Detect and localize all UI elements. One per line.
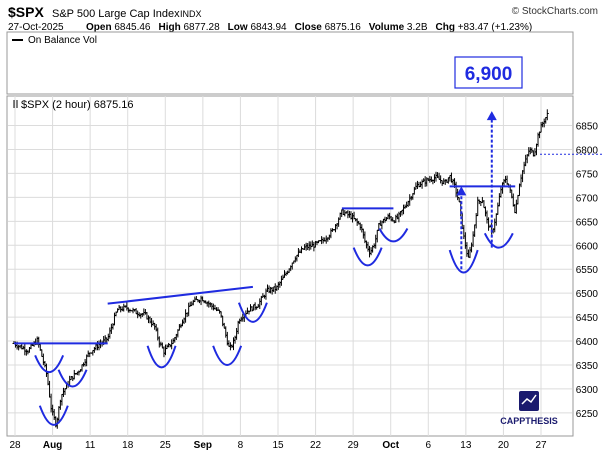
x-tick-label: 29 bbox=[348, 440, 360, 451]
bowl-annotation bbox=[146, 345, 177, 369]
y-tick-label: 6500 bbox=[576, 289, 599, 300]
bowl-annotation bbox=[34, 355, 65, 374]
y-tick-label: 6750 bbox=[576, 169, 599, 180]
y-tick-label: 6450 bbox=[576, 313, 599, 324]
cappthesis-logo: CAPPTHESIS bbox=[500, 391, 558, 426]
watermark: © StockCharts.com bbox=[512, 6, 598, 17]
x-tick-label: 20 bbox=[498, 440, 510, 451]
x-tick-label: Sep bbox=[194, 440, 212, 451]
quote-item: Volume 3.2B bbox=[369, 22, 428, 33]
x-tick-label: 11 bbox=[85, 440, 96, 451]
quote-row: Open 6845.46 High 6877.28 Low 6843.94 Close… bbox=[86, 22, 532, 33]
price-bar bbox=[545, 109, 549, 121]
y-tick-label: 6850 bbox=[576, 122, 599, 133]
bowl-annotation bbox=[378, 228, 409, 243]
grid bbox=[8, 96, 572, 436]
y-tick-label: 6700 bbox=[576, 193, 599, 204]
target-label: 6,900 bbox=[465, 64, 513, 85]
obv-legend: On Balance Vol bbox=[28, 35, 97, 46]
y-tick-label: 6650 bbox=[576, 217, 599, 228]
target-box bbox=[454, 56, 523, 89]
bowl-annotation bbox=[237, 302, 268, 323]
target-arrow-head bbox=[456, 186, 467, 196]
target-arrow-head bbox=[486, 111, 497, 121]
x-tick-label: Oct bbox=[382, 440, 399, 451]
price-legend-text: $SPX (2 hour) 6875.16 bbox=[21, 99, 134, 111]
bowl-annotation bbox=[448, 249, 479, 274]
y-tick-label: 6250 bbox=[576, 409, 599, 420]
x-tick-label: 27 bbox=[535, 440, 547, 451]
bowl-annotation bbox=[483, 232, 514, 249]
bowl-annotation bbox=[212, 345, 243, 366]
y-tick-label: 6350 bbox=[576, 361, 599, 372]
x-tick-label: 15 bbox=[272, 440, 284, 451]
resistance-line bbox=[107, 285, 254, 305]
symbol: $SPX bbox=[8, 4, 44, 20]
y-tick-label: 6400 bbox=[576, 337, 599, 348]
x-tick-label: 22 bbox=[310, 440, 322, 451]
quote-item: Close 6875.16 bbox=[295, 22, 362, 33]
x-tick-label: 25 bbox=[160, 440, 172, 451]
bowl-annotation bbox=[38, 405, 69, 426]
price-legend: $SPX (2 hour) 6875.16 bbox=[13, 99, 134, 111]
quote-date: 27-Oct-2025 bbox=[8, 22, 64, 33]
x-tick-label: 13 bbox=[460, 440, 472, 451]
quote-item: Open 6845.46 bbox=[86, 22, 151, 33]
x-tick-label: Aug bbox=[43, 440, 62, 451]
quote-item: Low 6843.94 bbox=[228, 22, 287, 33]
x-tick-label: 6 bbox=[426, 440, 432, 451]
annotations bbox=[14, 111, 516, 426]
y-tick-label: 6800 bbox=[576, 145, 599, 156]
x-tick-label: 8 bbox=[238, 440, 244, 451]
index-name: S&P 500 Large Cap Index bbox=[52, 8, 180, 20]
x-tick-label: 18 bbox=[122, 440, 134, 451]
quote-item: Chg +83.47 (+1.23%) bbox=[436, 22, 533, 33]
y-tick-label: 6550 bbox=[576, 265, 599, 276]
quote-item: High 6877.28 bbox=[159, 22, 221, 33]
bowl-annotation bbox=[57, 369, 88, 388]
x-tick-label: 28 bbox=[9, 440, 21, 451]
x-axis: 28 Aug 11 18 25 Sep 8 15 22 29 Oct 6 13 20 27 bbox=[9, 440, 547, 451]
price-panel bbox=[6, 95, 574, 437]
y-tick-label: 6600 bbox=[576, 241, 599, 252]
logo-text: CAPPTHESIS bbox=[500, 416, 558, 426]
y-axis: 6250 6300 6350 6400 6450 6500 6550 6600 6650 6700… bbox=[576, 122, 599, 420]
exchange: INDX bbox=[180, 9, 202, 19]
y-tick-label: 6300 bbox=[576, 385, 599, 396]
bowl-annotation bbox=[352, 247, 383, 267]
